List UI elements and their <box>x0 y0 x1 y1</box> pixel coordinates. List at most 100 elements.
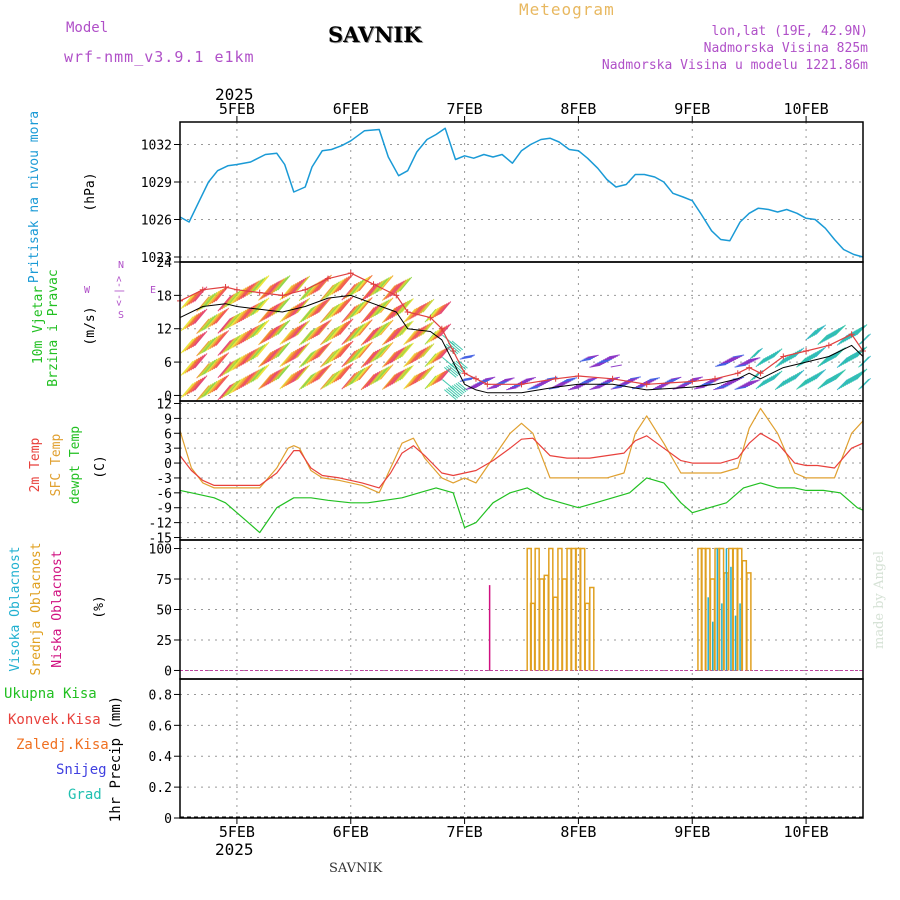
wind-arrow <box>252 343 266 360</box>
wind-arrow <box>322 328 336 345</box>
wind-arrow <box>823 375 834 387</box>
wind-arrow <box>564 378 576 382</box>
wind-arrow <box>521 379 532 382</box>
wind-arrow <box>805 374 817 385</box>
wind-arrow <box>231 355 245 371</box>
wind-arrow <box>649 377 660 381</box>
wind-arrow <box>318 363 332 380</box>
wind-arrow <box>306 347 320 364</box>
wind-arrow <box>399 343 413 359</box>
wind-arrow <box>560 380 572 384</box>
wind-arrow <box>734 364 747 368</box>
lonlat-text: lon,lat (19E, 42.9N) <box>711 24 868 39</box>
wind-arrow <box>473 382 484 386</box>
wind-gust-marker <box>279 292 286 299</box>
wind-arrow <box>325 325 340 343</box>
wind-arrow <box>236 329 251 346</box>
wind-gust-marker <box>643 381 650 388</box>
wind-arrow <box>279 329 293 345</box>
wind-arrow <box>262 327 276 344</box>
wind-arrow <box>329 345 344 363</box>
wind-arrow <box>848 350 860 362</box>
wind-arrow <box>337 297 352 314</box>
wind-arrow <box>180 338 194 354</box>
wind-arrow <box>366 326 381 343</box>
wind-arrow <box>354 365 369 383</box>
wind-arrow <box>490 384 501 388</box>
wind-arrow <box>327 324 342 342</box>
wind-arrow <box>746 380 759 384</box>
wind-arrow <box>341 328 356 345</box>
wind-arrow <box>380 341 394 358</box>
wind-arrow <box>229 356 243 372</box>
wind-arrow <box>219 316 233 333</box>
wind-arrow <box>374 344 388 361</box>
wind-arrow <box>352 344 368 361</box>
wind-arrow <box>248 345 262 362</box>
wind-arrow <box>262 305 276 321</box>
wind-arrow <box>664 380 676 383</box>
wind-arrow <box>724 381 737 384</box>
wind-arrow <box>267 280 281 296</box>
wind-arrow <box>451 340 464 351</box>
wind-arrow <box>207 378 222 395</box>
wind-arrow <box>755 357 765 368</box>
wind-arrow <box>200 383 214 399</box>
wind-arrow <box>422 343 435 357</box>
wind-arrow <box>294 276 309 293</box>
wind-arrow <box>196 318 210 335</box>
wind-arrow <box>192 331 206 348</box>
wind-arrow <box>370 302 384 319</box>
wind-arrow <box>370 368 384 385</box>
wind-arrow <box>540 379 552 383</box>
wind-arrow <box>316 342 330 359</box>
wind-arrow <box>327 280 342 297</box>
wind-arrow <box>323 304 338 321</box>
wind-arrow <box>418 323 431 337</box>
cloud-mid-bar <box>700 547 707 671</box>
wind-arrow <box>385 350 400 366</box>
wind-arrow <box>401 298 414 313</box>
wind-arrow <box>267 346 281 363</box>
wind-arrow <box>746 358 759 362</box>
ytick-label: -9 <box>156 502 172 517</box>
wind-arrow <box>248 323 262 340</box>
wind-arrow <box>242 326 256 343</box>
wind-arrow <box>277 297 291 313</box>
wind-arrow <box>749 349 760 360</box>
wind-arrow <box>186 357 200 373</box>
wind-arrow <box>333 343 348 361</box>
wind-gust-marker <box>780 353 787 360</box>
wind-arrow <box>573 384 585 388</box>
wind-arrow <box>428 373 441 388</box>
wind-arrow <box>211 332 226 348</box>
cloud-mid-bar <box>548 547 554 671</box>
wind-arrow <box>194 330 208 347</box>
footer-station: SAVNIK <box>329 861 383 876</box>
wind-arrow <box>370 346 384 363</box>
wind-arrow <box>821 376 832 388</box>
wind-arrow <box>322 372 336 389</box>
wind-arrow <box>300 328 314 345</box>
wind-arrow <box>329 279 344 296</box>
wind-arrow <box>418 345 431 360</box>
wind-arrow <box>273 366 287 382</box>
wind-arrow <box>291 367 305 384</box>
wind-arrow <box>414 325 427 339</box>
wind-arrow <box>362 306 377 323</box>
wind-arrow <box>306 325 320 342</box>
wind-arrow <box>203 358 218 375</box>
wind-arrow <box>511 384 523 388</box>
wind-arrow <box>740 361 753 365</box>
wind-arrow <box>842 353 854 365</box>
wind-arrow <box>655 385 666 389</box>
wind-arrow <box>620 381 632 385</box>
wind-arrow <box>447 387 460 398</box>
wind-arrow <box>263 371 278 387</box>
wind-arrow <box>275 298 289 314</box>
wind-arrow <box>213 375 228 392</box>
wind-arrow <box>537 381 548 385</box>
wind-arrow <box>579 358 591 362</box>
wind-arrow <box>339 296 354 313</box>
wind-arrow <box>600 380 613 384</box>
